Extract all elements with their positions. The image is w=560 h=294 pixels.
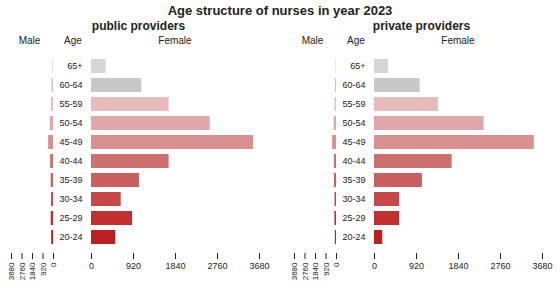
svg-text:60-64: 60-64 <box>59 80 82 90</box>
svg-text:3680: 3680 <box>249 261 269 271</box>
svg-text:1840: 1840 <box>165 261 185 271</box>
svg-text:45-49: 45-49 <box>342 137 365 147</box>
svg-text:2760: 2760 <box>490 261 510 271</box>
html-text:Age structure of nurses in yea: Age structure of nurses in year 2023 <box>167 3 393 18</box>
html-text:Female: Female <box>158 35 192 46</box>
svg-text:55-59: 55-59 <box>342 99 365 109</box>
svg-text:920: 920 <box>126 261 141 271</box>
svg-text:40-44: 40-44 <box>342 156 365 166</box>
svg-text:0: 0 <box>372 261 377 271</box>
svg-text:30-34: 30-34 <box>342 194 365 204</box>
html-text:Female: Female <box>441 35 475 46</box>
svg-text:50-54: 50-54 <box>342 118 365 128</box>
svg-text:60-64: 60-64 <box>342 80 365 90</box>
svg-text:20-24: 20-24 <box>59 232 82 242</box>
html-text:Age: Age <box>64 35 82 46</box>
svg-text:2760: 2760 <box>207 261 227 271</box>
svg-text:920: 920 <box>409 261 424 271</box>
svg-text:1840: 1840 <box>311 262 320 280</box>
svg-text:25-29: 25-29 <box>342 213 365 223</box>
html-text:Age: Age <box>347 35 365 46</box>
svg-text:920: 920 <box>39 262 48 276</box>
svg-text:0: 0 <box>49 262 58 267</box>
svg-text:3680: 3680 <box>7 262 16 280</box>
svg-text:20-24: 20-24 <box>342 232 365 242</box>
svg-text:2760: 2760 <box>301 262 310 280</box>
svg-text:0: 0 <box>332 262 341 267</box>
svg-text:25-29: 25-29 <box>59 213 82 223</box>
svg-text:55-59: 55-59 <box>59 99 82 109</box>
svg-text:50-54: 50-54 <box>59 118 82 128</box>
html-text:Male: Male <box>18 35 41 46</box>
svg-text:30-34: 30-34 <box>59 194 82 204</box>
svg-text:35-39: 35-39 <box>59 175 82 185</box>
html-text:private providers: private providers <box>372 19 471 33</box>
svg-text:35-39: 35-39 <box>342 175 365 185</box>
html-text:public providers: public providers <box>91 19 186 33</box>
svg-text:65+: 65+ <box>350 61 365 71</box>
svg-text:1840: 1840 <box>28 262 37 280</box>
svg-text:2760: 2760 <box>18 262 27 280</box>
svg-text:1840: 1840 <box>448 261 468 271</box>
svg-text:40-44: 40-44 <box>59 156 82 166</box>
svg-text:920: 920 <box>322 262 331 276</box>
svg-text:3680: 3680 <box>290 262 299 280</box>
html-text:Male: Male <box>301 35 324 46</box>
svg-text:65+: 65+ <box>67 61 82 71</box>
svg-text:3680: 3680 <box>532 261 552 271</box>
svg-text:45-49: 45-49 <box>59 137 82 147</box>
svg-text:0: 0 <box>89 261 94 271</box>
